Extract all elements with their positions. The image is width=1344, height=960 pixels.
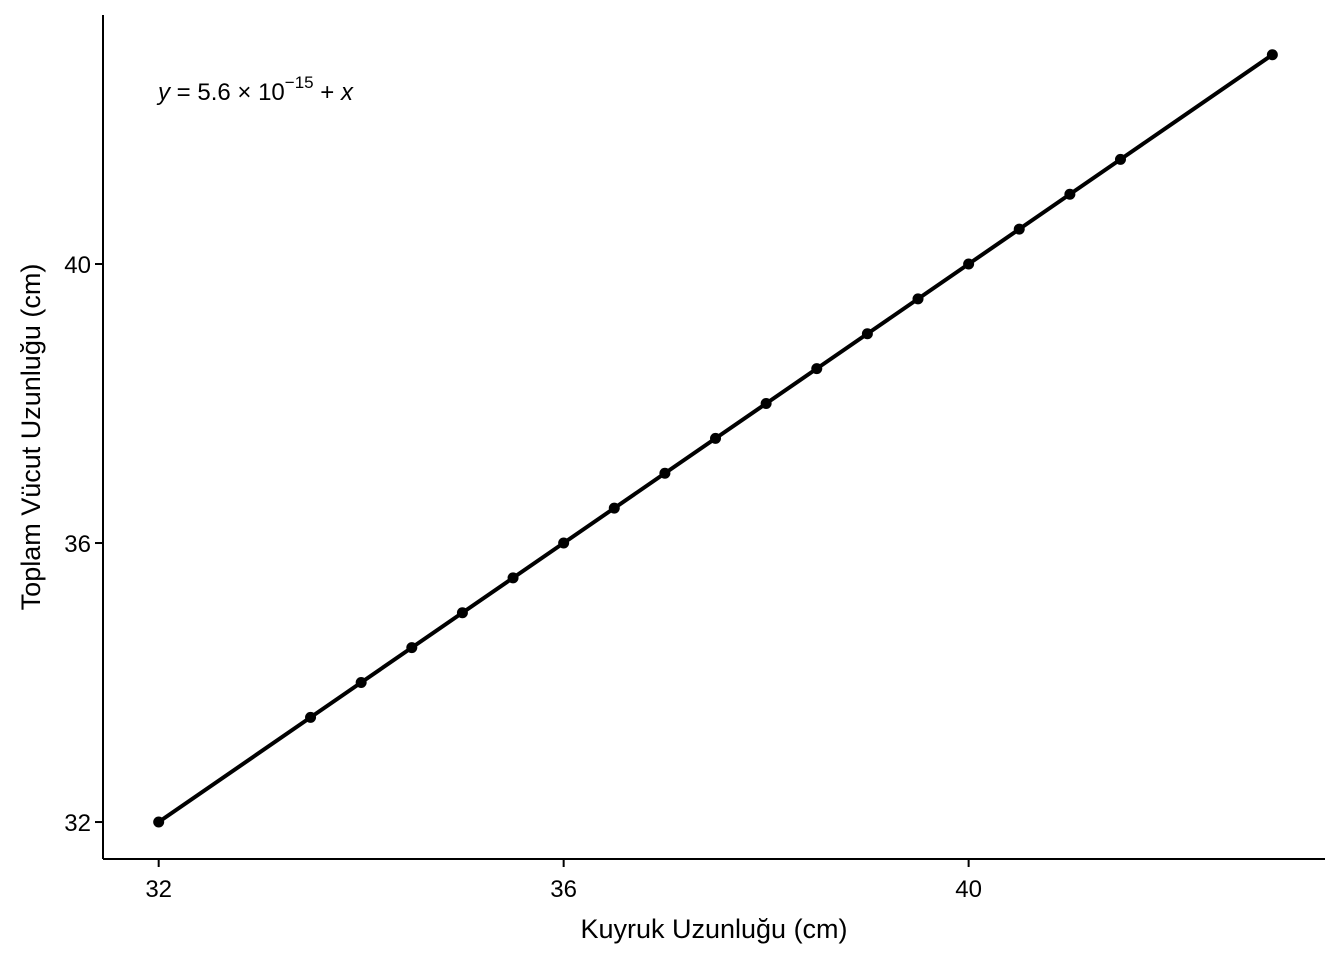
- point: [1266, 49, 1278, 61]
- point: [811, 363, 823, 375]
- point: [1064, 188, 1076, 200]
- point: [558, 537, 570, 549]
- point: [507, 572, 519, 584]
- point: [153, 816, 165, 828]
- point: [1114, 153, 1126, 165]
- y-axis-title: Toplam Vücut Uzunluğu (cm): [16, 264, 46, 611]
- x-tick-label: 40: [955, 876, 982, 903]
- point: [861, 328, 873, 340]
- point: [608, 502, 620, 514]
- equation-part: y: [156, 79, 172, 106]
- point: [406, 642, 418, 654]
- y-tick-label: 32: [64, 810, 91, 837]
- point: [963, 258, 975, 270]
- equation-part: = 5.6 × 10: [170, 79, 285, 106]
- equation-part: +: [314, 79, 341, 106]
- point: [760, 398, 772, 410]
- equation-part: −15: [285, 73, 314, 92]
- point: [355, 677, 367, 689]
- x-axis-title: Kuyruk Uzunluğu (cm): [580, 914, 847, 944]
- point: [912, 293, 924, 305]
- x-tick-label: 36: [550, 876, 577, 903]
- equation-part: x: [340, 79, 354, 106]
- point: [659, 467, 671, 479]
- point: [305, 711, 317, 723]
- point: [1013, 223, 1025, 235]
- equation: y = 5.6 × 10−15 + x: [156, 73, 354, 106]
- point: [456, 607, 468, 619]
- y-tick-label: 40: [64, 252, 91, 279]
- y-tick-label: 36: [64, 531, 91, 558]
- x-tick-label: 32: [145, 876, 172, 903]
- point: [710, 432, 722, 444]
